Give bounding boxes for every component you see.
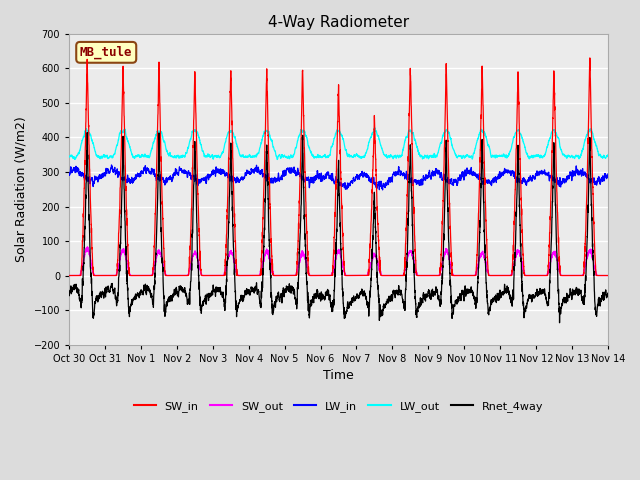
Y-axis label: Solar Radiation (W/m2): Solar Radiation (W/m2): [15, 116, 28, 262]
Title: 4-Way Radiometer: 4-Way Radiometer: [268, 15, 409, 30]
Text: MB_tule: MB_tule: [80, 46, 132, 59]
X-axis label: Time: Time: [323, 369, 354, 382]
Legend: SW_in, SW_out, LW_in, LW_out, Rnet_4way: SW_in, SW_out, LW_in, LW_out, Rnet_4way: [129, 397, 548, 417]
